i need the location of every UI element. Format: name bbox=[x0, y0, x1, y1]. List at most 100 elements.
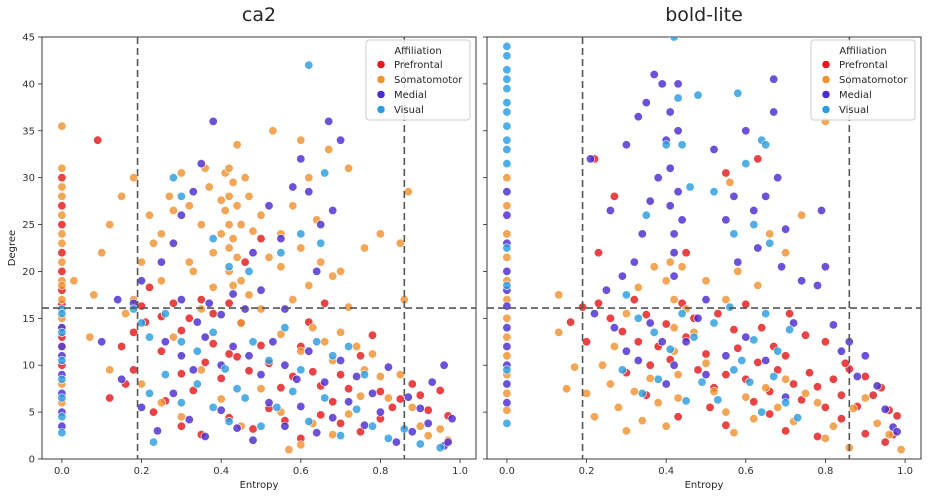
data-point-somatomotor bbox=[121, 309, 131, 319]
data-point-somatomotor bbox=[884, 430, 894, 440]
data-point-somatomotor bbox=[296, 135, 306, 145]
legend-label-visual: Visual bbox=[394, 105, 424, 116]
data-point-visual bbox=[681, 396, 691, 406]
data-point-medial bbox=[427, 377, 437, 387]
data-point-visual bbox=[502, 121, 512, 131]
x-tick-label: 0.6 bbox=[293, 466, 309, 477]
data-point-somatomotor bbox=[502, 229, 512, 239]
data-point-prefrontal bbox=[633, 337, 643, 347]
data-point-medial bbox=[761, 191, 771, 201]
data-point-prefrontal bbox=[629, 295, 639, 305]
data-point-somatomotor bbox=[502, 351, 512, 361]
data-point-somatomotor bbox=[57, 210, 67, 220]
data-point-medial bbox=[248, 435, 258, 445]
data-point-prefrontal bbox=[860, 429, 870, 439]
data-point-somatomotor bbox=[208, 282, 218, 292]
data-point-medial bbox=[280, 304, 290, 314]
data-point-medial bbox=[729, 191, 739, 201]
data-point-somatomotor bbox=[665, 257, 675, 267]
data-point-prefrontal bbox=[617, 326, 627, 336]
data-point-visual bbox=[502, 41, 512, 51]
data-point-medial bbox=[669, 271, 679, 281]
legend-box bbox=[365, 39, 471, 121]
data-point-medial bbox=[344, 397, 354, 407]
data-point-medial bbox=[367, 388, 377, 398]
data-point-medial bbox=[57, 341, 67, 351]
data-point-somatomotor bbox=[383, 393, 393, 403]
data-point-prefrontal bbox=[256, 340, 266, 350]
legend-label-somatomotor: Somatomotor bbox=[839, 75, 908, 86]
y-tick-label: 0 bbox=[29, 455, 35, 466]
data-point-somatomotor bbox=[423, 431, 433, 441]
data-point-somatomotor bbox=[701, 276, 711, 286]
data-point-somatomotor bbox=[761, 383, 771, 393]
data-point-medial bbox=[502, 187, 512, 197]
data-point-medial bbox=[117, 374, 127, 384]
data-point-medial bbox=[777, 262, 787, 272]
data-point-somatomotor bbox=[89, 290, 99, 300]
data-point-somatomotor bbox=[232, 252, 242, 262]
data-point-prefrontal bbox=[355, 351, 365, 361]
data-point-medial bbox=[721, 351, 731, 361]
y-tick-label: 20 bbox=[22, 267, 35, 278]
data-point-prefrontal bbox=[836, 390, 846, 400]
data-point-prefrontal bbox=[713, 309, 723, 319]
data-point-somatomotor bbox=[669, 295, 679, 305]
data-point-somatomotor bbox=[296, 440, 306, 450]
data-point-somatomotor bbox=[344, 409, 354, 419]
data-point-visual bbox=[621, 290, 631, 300]
data-point-prefrontal bbox=[176, 421, 186, 431]
data-point-visual bbox=[729, 365, 739, 375]
data-point-visual bbox=[415, 439, 425, 449]
data-point-somatomotor bbox=[375, 371, 385, 381]
data-point-medial bbox=[657, 337, 667, 347]
data-point-medial bbox=[316, 220, 326, 230]
data-point-medial bbox=[653, 173, 663, 183]
legend-marker-medial bbox=[821, 90, 831, 99]
data-point-visual bbox=[168, 173, 178, 183]
data-point-visual bbox=[693, 90, 703, 100]
data-point-somatomotor bbox=[57, 182, 67, 192]
data-point-medial bbox=[352, 371, 362, 381]
data-point-medial bbox=[403, 392, 413, 402]
data-point-visual bbox=[320, 168, 330, 178]
data-point-visual bbox=[502, 135, 512, 145]
data-point-somatomotor bbox=[184, 201, 194, 211]
data-point-somatomotor bbox=[709, 386, 719, 396]
data-point-somatomotor bbox=[336, 327, 346, 337]
data-point-medial bbox=[665, 163, 675, 173]
data-point-somatomotor bbox=[196, 365, 206, 375]
data-point-medial bbox=[601, 285, 611, 295]
data-point-prefrontal bbox=[641, 310, 651, 320]
data-point-somatomotor bbox=[224, 220, 234, 230]
data-point-medial bbox=[264, 201, 274, 211]
data-point-medial bbox=[773, 173, 783, 183]
data-point-prefrontal bbox=[423, 405, 433, 415]
data-point-medial bbox=[264, 398, 274, 408]
data-point-medial bbox=[812, 280, 822, 290]
data-point-somatomotor bbox=[502, 173, 512, 183]
data-point-visual bbox=[192, 346, 202, 356]
data-point-somatomotor bbox=[800, 388, 810, 398]
data-point-somatomotor bbox=[749, 414, 759, 424]
data-point-somatomotor bbox=[248, 226, 258, 236]
data-point-prefrontal bbox=[721, 370, 731, 380]
data-point-visual bbox=[359, 370, 369, 380]
data-point-medial bbox=[701, 370, 711, 380]
data-point-prefrontal bbox=[308, 367, 318, 377]
data-point-visual bbox=[244, 266, 254, 276]
y-axis-label: Degree bbox=[7, 230, 18, 266]
data-point-prefrontal bbox=[216, 373, 226, 383]
data-point-visual bbox=[316, 238, 326, 248]
data-point-prefrontal bbox=[673, 412, 683, 422]
data-point-medial bbox=[617, 271, 627, 281]
data-point-medial bbox=[97, 337, 107, 347]
data-point-somatomotor bbox=[609, 341, 619, 351]
data-point-visual bbox=[352, 404, 362, 414]
data-point-prefrontal bbox=[435, 385, 445, 395]
data-point-prefrontal bbox=[609, 191, 619, 201]
data-point-medial bbox=[204, 298, 214, 308]
data-point-medial bbox=[693, 313, 703, 323]
data-point-medial bbox=[153, 426, 163, 436]
